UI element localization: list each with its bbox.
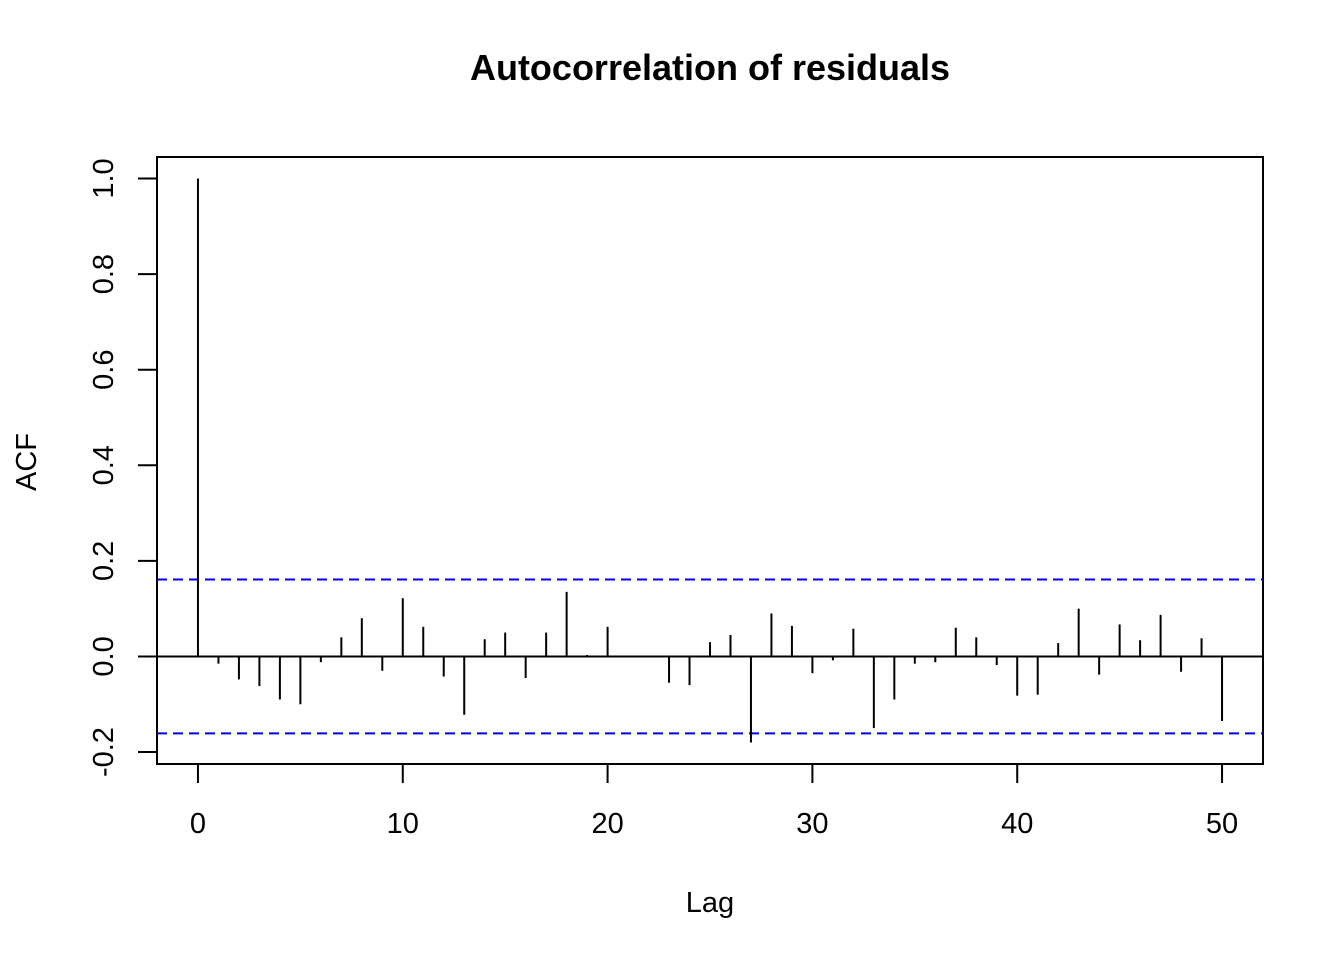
y-tick-label: 0.4 <box>88 445 120 485</box>
y-axis-label: ACF <box>11 433 43 491</box>
plot-frame <box>156 156 1264 765</box>
x-tick-label: 20 <box>591 808 623 840</box>
y-tick-label: 0.0 <box>88 636 120 676</box>
x-tick-label: 50 <box>1206 808 1238 840</box>
x-tick-label: 0 <box>190 808 206 840</box>
x-axis-label: Lag <box>686 887 734 919</box>
x-tick-label: 30 <box>796 808 828 840</box>
y-tick-label: -0.2 <box>88 727 120 777</box>
x-tick-label: 10 <box>387 808 419 840</box>
y-tick-label: 1.0 <box>88 158 120 198</box>
y-axis: -0.2 0.0 0.2 0.4 0.6 0.8 1.0 <box>88 158 158 777</box>
x-axis: 0 10 20 30 40 50 <box>190 763 1238 840</box>
y-tick-label: 0.8 <box>88 254 120 294</box>
y-tick-label: 0.2 <box>88 541 120 581</box>
y-tick-label: 0.6 <box>88 350 120 390</box>
acf-bars <box>196 178 1224 743</box>
chart-title: Autocorrelation of residuals <box>470 47 950 88</box>
x-tick-label: 40 <box>1001 808 1033 840</box>
